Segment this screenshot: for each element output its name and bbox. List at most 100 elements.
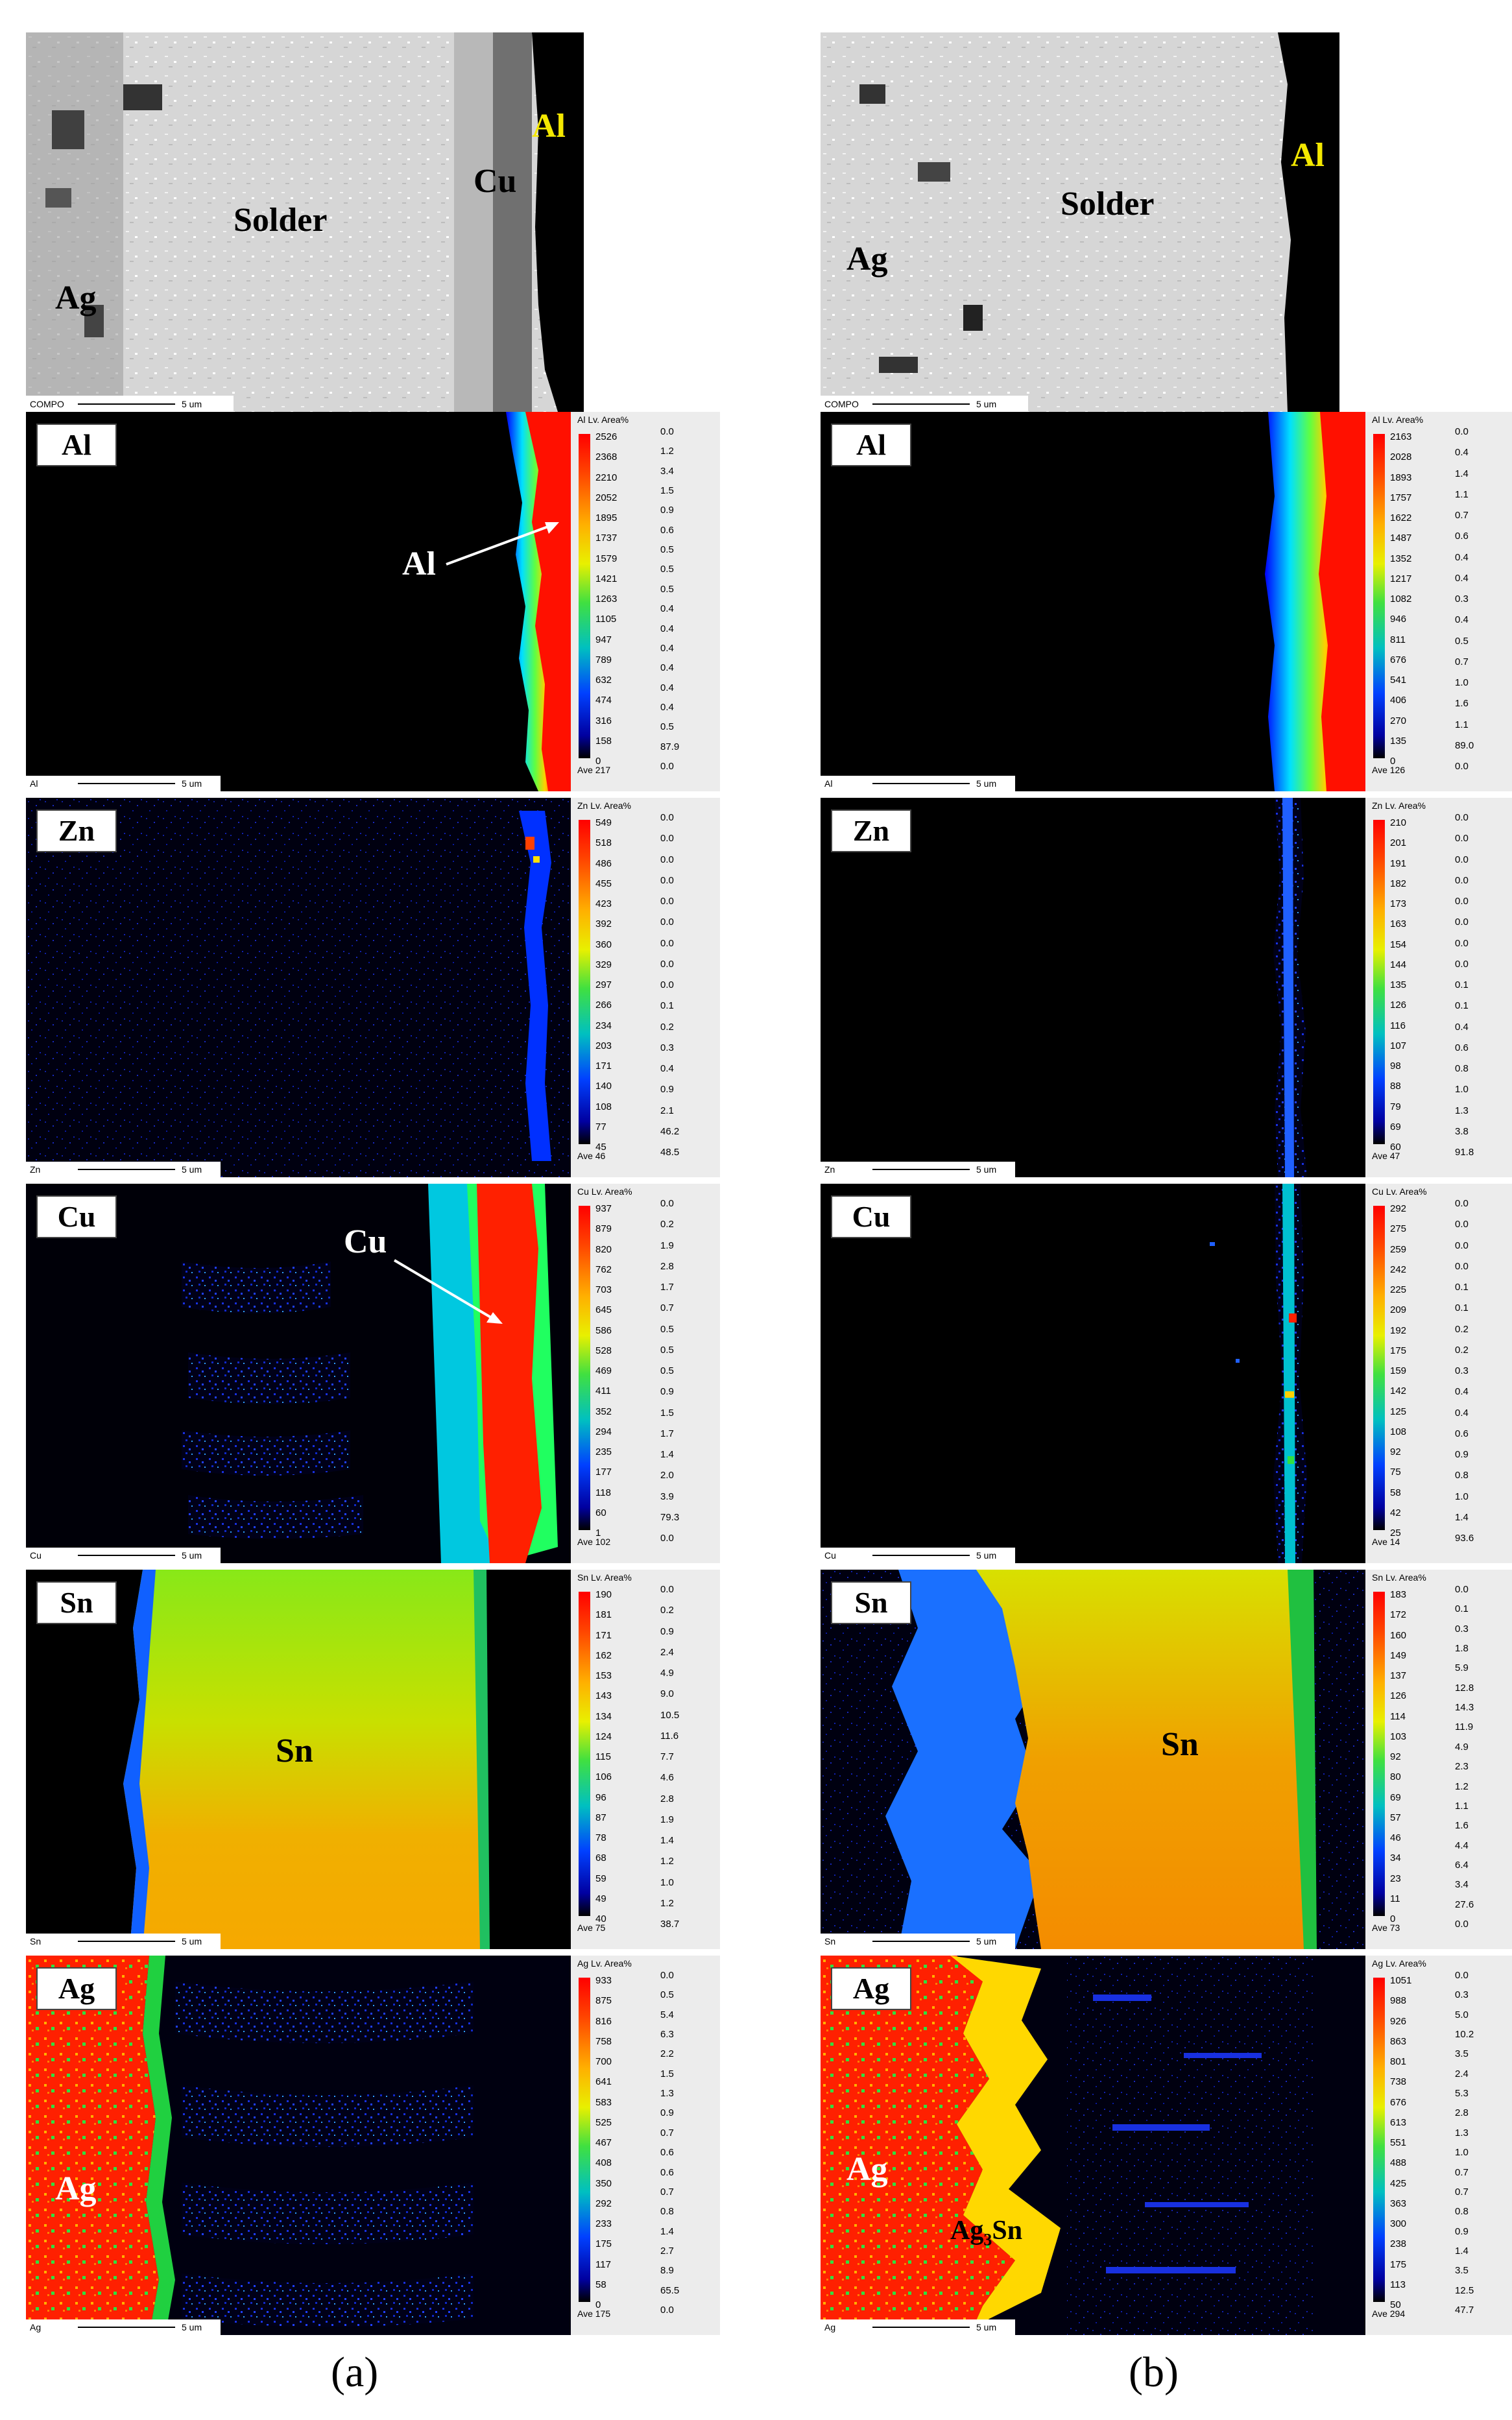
legend-level: 1421 <box>595 573 618 584</box>
legend-area: 0.4 <box>1455 1386 1469 1398</box>
legend-level: 175 <box>595 2238 612 2250</box>
legend-area: 2.0 <box>660 1470 674 1481</box>
legend: Zn Lv. Area% 549 518 486 455 423 392 360 329 297 2… <box>571 798 720 1177</box>
legend-level: 816 <box>595 2015 612 2027</box>
legend-area: 0.0 <box>660 979 674 990</box>
legend: Al Lv. Area% 2526 2368 2210 2052 1895 1737 1579… <box>571 412 720 791</box>
legend-area: 6.3 <box>660 2029 674 2041</box>
label-cu-a: Cu <box>474 163 517 200</box>
element-label: Al <box>831 424 911 466</box>
label-solder-a: Solder <box>234 202 328 239</box>
legend-area: 0.7 <box>1455 510 1469 521</box>
legend-area: 0.0 <box>660 1198 674 1209</box>
legend-level: 518 <box>595 837 612 849</box>
legend: Ag Lv. Area% 933 875 816 758 700 641 583 525 467 4… <box>571 1956 720 2335</box>
legend-level: 700 <box>595 2056 612 2067</box>
legend-area: 0.0 <box>660 812 674 823</box>
legend-header: Cu Lv. Area% <box>577 1186 632 1197</box>
legend-area: 12.8 <box>1455 1682 1474 1694</box>
legend-level: 11 <box>1390 1893 1400 1904</box>
legend-level: 107 <box>1390 1040 1407 1051</box>
legend-level: 270 <box>1390 715 1407 726</box>
legend-area: 0.0 <box>1455 1198 1469 1209</box>
element-label: Ag <box>36 1967 117 2010</box>
legend-header: Ag Lv. Area% <box>577 1958 632 1969</box>
legend-area: 1.3 <box>660 2088 674 2100</box>
legend-area: 38.7 <box>660 1919 680 1930</box>
legend-area: 2.4 <box>660 1646 674 1658</box>
legend-average: Ave 46 <box>577 1151 606 1161</box>
legend-area: 7.7 <box>660 1751 674 1762</box>
legend-level: 45 <box>595 1142 606 1153</box>
legend-level: 181 <box>595 1609 612 1621</box>
legend-level: 46 <box>1390 1832 1401 1843</box>
legend-level: 541 <box>1390 675 1407 686</box>
legend-area: 0.7 <box>660 2186 674 2198</box>
legend-level: 1263 <box>595 593 618 605</box>
legend-area: 1.2 <box>660 1856 674 1867</box>
legend-area: 4.6 <box>660 1772 674 1784</box>
legend: Cu Lv. Area% 292 275 259 242 225 209 192 175 159 1… <box>1365 1184 1512 1563</box>
legend-level: 60 <box>595 1507 606 1518</box>
legend-level: 135 <box>1390 979 1407 990</box>
legend-level: 1 <box>595 1527 601 1539</box>
legend-area: 0.3 <box>1455 1623 1469 1635</box>
legend-area: 14.3 <box>1455 1702 1474 1714</box>
legend-area: 8.9 <box>660 2265 674 2277</box>
annotation-ag-a: Ag <box>55 2170 97 2207</box>
legend-area: 0.6 <box>1455 531 1469 542</box>
legend-area: 0.2 <box>1455 1344 1469 1356</box>
map-ag-b: Ag Ag Ag3Sn Ag 5 um Ag Lv. Area% 1051 988 9… <box>821 1956 1512 2335</box>
legend-level: 1757 <box>1390 492 1412 503</box>
legend-level: 233 <box>595 2218 612 2229</box>
legend-area: 0.0 <box>1455 1260 1469 1272</box>
legend-area: 0.4 <box>660 682 674 693</box>
legend-area: 0.8 <box>1455 2206 1469 2218</box>
legend-level: 467 <box>595 2137 612 2148</box>
legend-level: 108 <box>1390 1426 1407 1437</box>
legend-level: 1737 <box>595 533 618 544</box>
legend-area: 0.4 <box>660 701 674 713</box>
legend-area: 0.8 <box>1455 1063 1469 1074</box>
legend-area: 1.5 <box>660 2068 674 2079</box>
legend-header: Sn Lv. Area% <box>1372 1572 1426 1583</box>
legend-level: 525 <box>595 2116 612 2128</box>
legend-level: 116 <box>1390 1020 1406 1031</box>
legend-colorbar <box>579 1206 590 1530</box>
legend-average: Ave 47 <box>1372 1151 1400 1161</box>
legend-area: 4.4 <box>1455 1839 1469 1851</box>
legend-area: 1.1 <box>1455 1800 1469 1812</box>
legend-area: 87.9 <box>660 741 680 752</box>
legend-level: 234 <box>595 1020 612 1031</box>
legend-level: 118 <box>595 1487 611 1498</box>
legend-area: 0.3 <box>660 1042 674 1053</box>
legend-level: 75 <box>1390 1467 1401 1478</box>
legend-area: 4.9 <box>660 1668 674 1679</box>
legend-area: 0.0 <box>1455 812 1469 823</box>
legend: Sn Lv. Area% 190 181 171 162 153 143 134 124 115 1… <box>571 1570 720 1949</box>
legend-area: 12.5 <box>1455 2284 1474 2296</box>
legend: Ag Lv. Area% 1051 988 926 863 801 738 676 613 551… <box>1365 1956 1512 2335</box>
legend-level: 1217 <box>1390 573 1412 584</box>
legend-area: 0.0 <box>660 874 674 886</box>
legend-level: 158 <box>595 735 612 747</box>
annotation-sn-b: Sn <box>1161 1726 1199 1763</box>
legend-area: 0.0 <box>1455 761 1469 772</box>
legend-level: 586 <box>595 1324 612 1336</box>
legend-level: 879 <box>595 1223 612 1235</box>
legend-area: 0.6 <box>660 524 674 536</box>
legend-area: 1.1 <box>1455 488 1469 500</box>
legend-area: 1.2 <box>660 446 674 457</box>
legend-level: 703 <box>595 1284 612 1295</box>
legend: Al Lv. Area% 2163 2028 1893 1757 1622 1487 1352… <box>1365 412 1512 791</box>
legend-level: 645 <box>595 1304 612 1316</box>
legend-level: 113 <box>1390 2279 1406 2290</box>
legend-level: 488 <box>1390 2157 1407 2169</box>
legend-area: 1.4 <box>1455 1511 1469 1523</box>
legend-level: 115 <box>595 1751 611 1762</box>
legend-level: 57 <box>1390 1812 1401 1823</box>
map-al-a: Al Al Al 5 um Al Lv. Area% 2526 2368 2210 20… <box>26 412 720 791</box>
legend-area: 1.2 <box>660 1897 674 1909</box>
legend-level: 0 <box>595 756 601 767</box>
legend-level: 275 <box>1390 1223 1407 1235</box>
